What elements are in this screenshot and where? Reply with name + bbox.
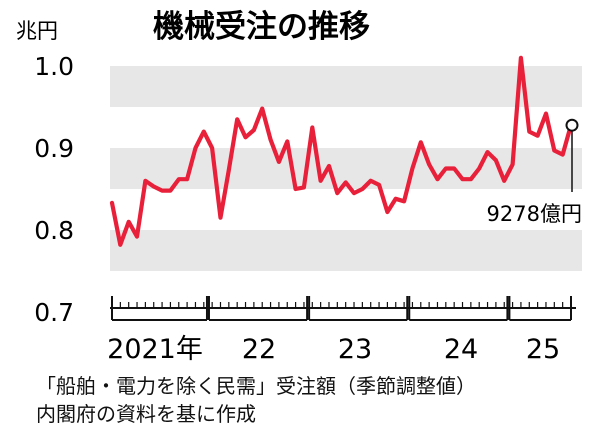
x-tick-label: 2021年 (107, 334, 203, 365)
data-point (519, 56, 523, 60)
data-point (536, 134, 540, 138)
x-tick-label: 22 (242, 334, 276, 365)
x-tick-label: 24 (444, 334, 478, 365)
data-point (177, 177, 181, 181)
data-point (460, 177, 465, 181)
data-point (135, 234, 139, 239)
data-point (410, 166, 415, 171)
data-point (210, 146, 214, 150)
data-point (344, 180, 348, 185)
grid-bands (110, 66, 582, 271)
data-point (327, 164, 331, 168)
data-point (494, 158, 498, 162)
x-axis-year-bracket (508, 296, 572, 321)
data-point (193, 146, 198, 150)
annotation-label: 9278億円 (487, 202, 582, 226)
x-tick-label: 25 (526, 334, 560, 365)
series-line (109, 55, 574, 247)
y-tick-label: 1.0 (34, 52, 74, 81)
data-point (310, 125, 314, 130)
data-point (352, 191, 356, 195)
x-axis (110, 296, 576, 321)
data-point (385, 210, 389, 214)
annotation-layer: 9278億円 (487, 118, 582, 226)
data-point (544, 111, 548, 116)
data-point (285, 139, 289, 144)
y-axis-unit: 兆円 (16, 19, 58, 43)
data-point (394, 197, 398, 201)
source-note-line2: 内閣府の資料を基に作成 (36, 402, 256, 426)
data-point (485, 150, 490, 154)
x-axis-year-bracket (308, 296, 409, 321)
y-tick-label: 0.8 (34, 216, 74, 245)
data-point (110, 201, 114, 205)
data-point (477, 166, 481, 171)
data-point (510, 162, 515, 166)
data-point (243, 135, 248, 139)
data-point (260, 107, 264, 111)
data-point (127, 220, 131, 224)
data-point (552, 148, 556, 153)
x-tick-labels: 2021年 22 23 24 25 (107, 334, 560, 365)
x-axis-year-bracket (207, 296, 309, 321)
data-point (360, 187, 364, 191)
data-point (118, 243, 122, 247)
data-point (168, 189, 173, 193)
y-tick-labels: 1.0 0.9 0.8 0.7 (34, 52, 74, 327)
data-point (277, 160, 281, 164)
data-point (377, 183, 381, 187)
data-point (268, 138, 273, 142)
chart-title: 機械受注の推移 (153, 9, 370, 45)
data-point (227, 168, 231, 172)
data-point (302, 185, 306, 189)
data-point (143, 179, 147, 183)
y-tick-label: 0.7 (34, 298, 74, 327)
data-point (469, 177, 473, 181)
data-point (160, 189, 164, 193)
series-layer (109, 55, 574, 247)
data-point (218, 216, 223, 220)
data-point (319, 179, 323, 183)
data-point (527, 130, 531, 134)
data-point (444, 166, 448, 171)
data-point (427, 162, 431, 166)
data-point (402, 199, 406, 203)
data-point (252, 128, 256, 132)
data-point (335, 191, 339, 195)
last-value-marker (565, 118, 579, 132)
data-point (202, 130, 206, 134)
data-point (435, 177, 440, 181)
data-point (294, 187, 298, 191)
source-note-line1: 「船舶・電力を除く民需」受注額（季節調整値） (36, 374, 476, 398)
data-point (502, 179, 506, 183)
grid-band-3 (110, 230, 582, 271)
data-point (185, 177, 189, 181)
data-point (235, 117, 239, 121)
x-axis-year-bracket (408, 296, 509, 321)
data-point (419, 140, 423, 144)
x-tick-label: 23 (338, 334, 372, 365)
grid-band-1 (110, 66, 582, 107)
data-point (369, 179, 373, 183)
y-tick-label: 0.9 (34, 134, 74, 163)
x-axis-year-bracket (111, 296, 208, 321)
data-point (561, 152, 565, 157)
data-point (152, 184, 156, 189)
data-point (452, 166, 456, 171)
